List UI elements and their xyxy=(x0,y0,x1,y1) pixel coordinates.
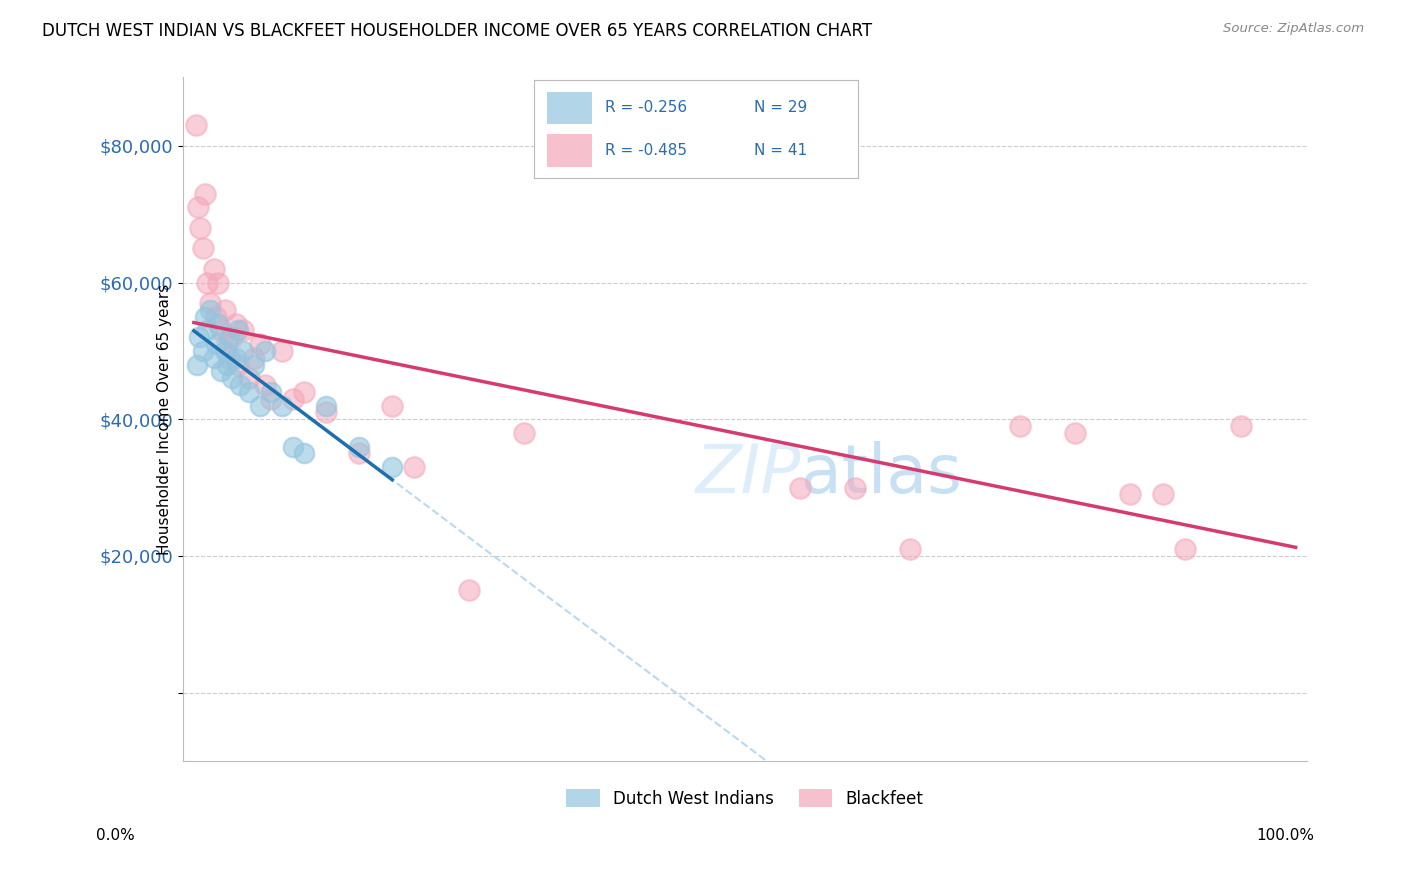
Point xyxy=(187,200,209,214)
Point xyxy=(214,302,236,317)
Text: 100.0%: 100.0% xyxy=(1257,828,1315,843)
Point xyxy=(254,378,277,392)
Point xyxy=(194,186,217,201)
Point xyxy=(281,440,304,454)
Point xyxy=(200,296,222,310)
Point xyxy=(1010,419,1032,434)
Point xyxy=(347,446,370,460)
Point xyxy=(225,317,247,331)
Point xyxy=(221,371,243,385)
Point xyxy=(188,330,211,344)
Point xyxy=(789,481,811,495)
Point xyxy=(215,337,238,351)
Point xyxy=(232,323,254,337)
Point xyxy=(1174,542,1197,557)
Point xyxy=(194,310,217,324)
Text: Source: ZipAtlas.com: Source: ZipAtlas.com xyxy=(1223,22,1364,36)
Point xyxy=(229,378,252,392)
Text: 0.0%: 0.0% xyxy=(96,828,135,843)
Point xyxy=(202,351,225,365)
Point xyxy=(271,343,294,358)
Point xyxy=(205,310,228,324)
Legend: Dutch West Indians, Blackfeet: Dutch West Indians, Blackfeet xyxy=(560,783,929,814)
Text: DUTCH WEST INDIAN VS BLACKFEET HOUSEHOLDER INCOME OVER 65 YEARS CORRELATION CHAR: DUTCH WEST INDIAN VS BLACKFEET HOUSEHOLD… xyxy=(42,22,872,40)
Point xyxy=(209,323,232,337)
Point xyxy=(347,440,370,454)
Text: ZIP: ZIP xyxy=(696,441,801,507)
Point xyxy=(1064,425,1087,440)
Point xyxy=(207,276,229,290)
Point xyxy=(381,399,404,413)
Point xyxy=(191,241,214,255)
Point xyxy=(243,358,266,372)
Text: N = 41: N = 41 xyxy=(754,144,807,159)
Point xyxy=(249,337,271,351)
Point xyxy=(1152,487,1174,501)
Point xyxy=(292,384,315,399)
Point xyxy=(315,405,337,419)
Point xyxy=(202,261,225,276)
Point xyxy=(214,343,236,358)
Point xyxy=(209,364,232,378)
Point xyxy=(243,351,266,365)
Point xyxy=(226,323,249,337)
Point xyxy=(215,358,238,372)
Point xyxy=(898,542,921,557)
Point xyxy=(1229,419,1251,434)
Point xyxy=(195,323,218,337)
Y-axis label: Householder Income Over 65 years: Householder Income Over 65 years xyxy=(156,284,172,555)
Point xyxy=(260,384,283,399)
Point xyxy=(195,276,218,290)
Point xyxy=(381,460,404,475)
Point xyxy=(292,446,315,460)
Point xyxy=(458,583,481,598)
Text: atlas: atlas xyxy=(801,441,962,507)
Point xyxy=(271,399,294,413)
Point xyxy=(404,460,426,475)
Point xyxy=(254,343,277,358)
Point xyxy=(1119,487,1142,501)
Point xyxy=(207,317,229,331)
Point xyxy=(844,481,866,495)
Bar xyxy=(547,92,592,124)
Point xyxy=(184,118,207,132)
Point xyxy=(226,358,249,372)
Point xyxy=(281,392,304,406)
Text: N = 29: N = 29 xyxy=(754,100,807,115)
Point xyxy=(221,330,243,344)
Point xyxy=(238,371,260,385)
Text: R = -0.485: R = -0.485 xyxy=(606,144,688,159)
Point xyxy=(200,302,222,317)
Point xyxy=(238,384,260,399)
Point xyxy=(260,392,283,406)
Point xyxy=(315,399,337,413)
Point xyxy=(205,337,228,351)
Bar xyxy=(547,134,592,167)
Point xyxy=(218,330,240,344)
Point xyxy=(232,343,254,358)
Point xyxy=(225,351,247,365)
Text: R = -0.256: R = -0.256 xyxy=(606,100,688,115)
Point xyxy=(191,343,214,358)
Point xyxy=(218,351,240,365)
Point xyxy=(249,399,271,413)
Point xyxy=(190,220,212,235)
Point xyxy=(186,358,208,372)
Point xyxy=(513,425,536,440)
